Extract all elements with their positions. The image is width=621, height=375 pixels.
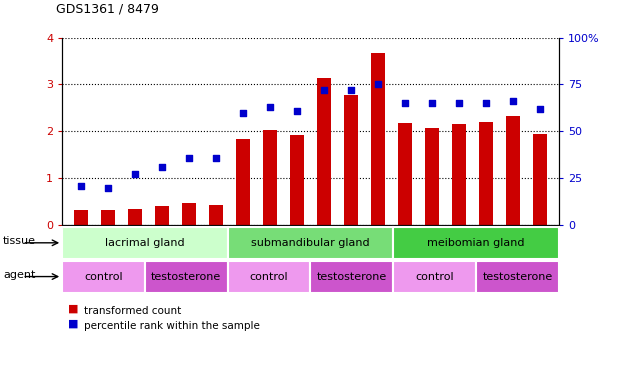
Bar [101, 210, 116, 225]
Point [211, 154, 221, 160]
Bar [505, 116, 520, 225]
Bar [476, 261, 559, 292]
Point [238, 110, 248, 116]
Bar [533, 134, 548, 225]
Point [535, 106, 545, 112]
Bar [317, 78, 332, 225]
Point [373, 81, 383, 87]
Bar [73, 210, 88, 225]
Bar [479, 122, 494, 225]
Bar [371, 53, 386, 225]
Bar [228, 227, 393, 259]
Text: ■: ■ [68, 318, 79, 328]
Text: percentile rank within the sample: percentile rank within the sample [84, 321, 260, 331]
Text: ■: ■ [68, 303, 79, 313]
Bar [127, 209, 142, 225]
Point [508, 98, 518, 104]
Bar [62, 227, 228, 259]
Point [76, 183, 86, 189]
Bar [145, 261, 228, 292]
Bar [451, 124, 466, 225]
Bar [343, 95, 358, 225]
Bar [155, 206, 170, 225]
Bar [263, 130, 278, 225]
Text: control: control [415, 272, 454, 282]
Bar [289, 135, 304, 225]
Point [454, 100, 464, 106]
Point [265, 104, 275, 110]
Bar [393, 227, 559, 259]
Bar [393, 261, 476, 292]
Bar [228, 261, 310, 292]
Text: testosterone: testosterone [151, 272, 222, 282]
Point [292, 108, 302, 114]
Bar [397, 123, 412, 225]
Text: testosterone: testosterone [483, 272, 553, 282]
Point [157, 164, 167, 170]
Bar [235, 139, 250, 225]
Point [319, 87, 329, 93]
Text: submandibular gland: submandibular gland [251, 238, 370, 248]
Point [400, 100, 410, 106]
Text: transformed count: transformed count [84, 306, 181, 316]
Point [184, 154, 194, 160]
Text: GDS1361 / 8479: GDS1361 / 8479 [56, 2, 159, 15]
Bar [425, 128, 440, 225]
Text: agent: agent [3, 270, 35, 280]
Bar [62, 261, 145, 292]
Bar [181, 203, 196, 225]
Point [130, 171, 140, 177]
Text: control: control [84, 272, 123, 282]
Point [427, 100, 437, 106]
Point [103, 184, 113, 190]
Bar [209, 206, 224, 225]
Text: tissue: tissue [3, 236, 36, 246]
Text: testosterone: testosterone [317, 272, 387, 282]
Point [481, 100, 491, 106]
Bar [310, 261, 393, 292]
Text: lacrimal gland: lacrimal gland [105, 238, 184, 248]
Point [346, 87, 356, 93]
Text: meibomian gland: meibomian gland [427, 238, 525, 248]
Text: control: control [250, 272, 288, 282]
